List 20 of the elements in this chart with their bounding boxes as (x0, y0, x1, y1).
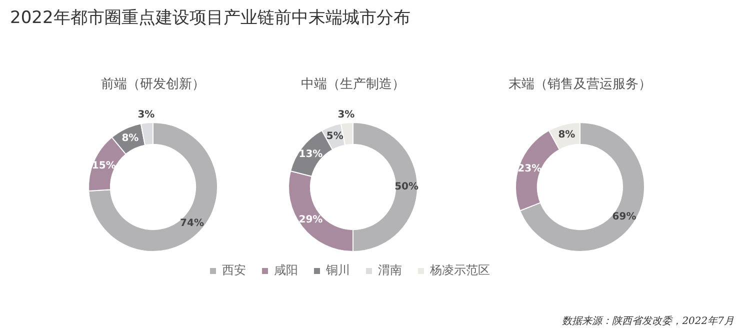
text: 2022年都市圈重点建设项目产业链前中末端城市分布 (10, 7, 410, 29)
data-label: 3% (138, 109, 155, 120)
data-label: 13% (298, 148, 323, 160)
legend-label: 杨凌示范区 (430, 262, 490, 279)
data-label: 15% (92, 160, 116, 172)
legend-label: 咸阳 (274, 262, 298, 279)
data-label: 69% (612, 212, 636, 223)
chart-title: 前端（研发创新） (100, 76, 206, 94)
data-label: 5% (326, 131, 344, 142)
source-note: 数据来源：陕西省发改委，2022年7月 (562, 314, 734, 328)
chart-title: 中端（生产制造） (300, 76, 406, 94)
legend-label: 铜川 (326, 262, 350, 279)
legend-label: 渭南 (378, 262, 402, 279)
data-label: 74% (180, 218, 204, 230)
chart-title: 末端（销售及营运服务） (508, 76, 652, 94)
data-label: 3% (338, 109, 355, 120)
data-label: 8% (558, 130, 576, 141)
data-label: 29% (298, 214, 323, 226)
legend-label: 西安 (222, 262, 246, 279)
data-label: 8% (122, 133, 139, 144)
